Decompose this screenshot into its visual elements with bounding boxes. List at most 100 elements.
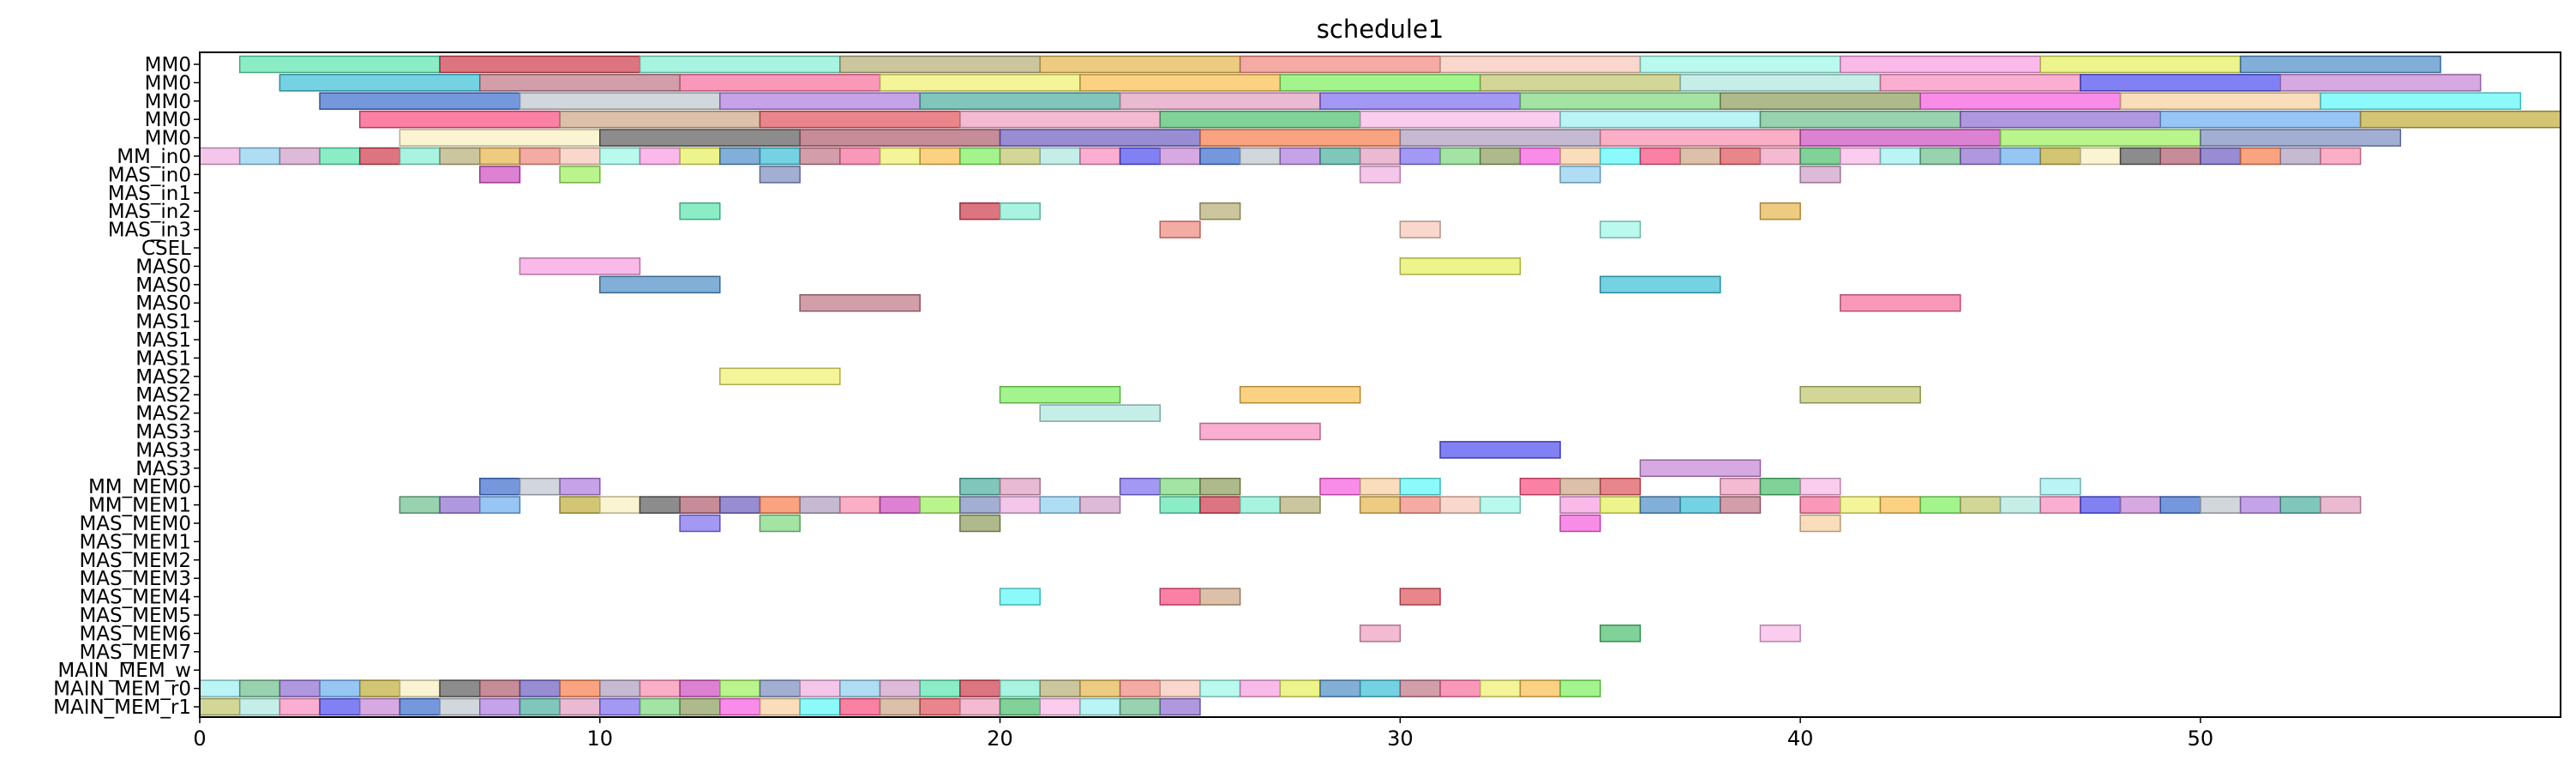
gantt-bar [1920,148,1961,165]
gantt-bar [600,699,640,715]
gantt-bar [800,680,840,697]
gantt-bar [1240,148,1281,165]
gantt-bar [1240,57,1440,73]
gantt-bar [2280,75,2480,91]
gantt-bar [1000,387,1120,403]
gantt-bar [1200,203,1240,220]
gantt-bar [720,680,760,697]
gantt-bar [1080,680,1120,697]
gantt-bar [399,130,599,146]
gantt-bar [2001,497,2041,513]
gantt-bar [1000,148,1041,165]
gantt-bar [399,680,440,697]
gantt-bar [279,148,320,165]
gantt-bar [1400,497,1440,513]
gantt-bar [1400,148,1440,165]
gantt-bar [600,497,640,513]
gantt-bar [1560,680,1600,697]
gantt-bar [920,699,960,715]
gantt-bar [519,680,560,697]
gantt-bar [1800,166,1840,183]
gantt-bar [440,57,639,73]
gantt-bar [1000,479,1041,495]
gantt-bar [680,680,720,697]
gantt-bar [2160,497,2201,513]
gantt-bar [1160,148,1200,165]
gantt-bar [920,497,960,513]
gantt-bar [1160,221,1200,238]
gantt-bar [1360,479,1401,495]
gantt-bar [320,699,360,715]
gantt-bar [320,93,519,109]
gantt-bar [1600,497,1641,513]
gantt-bar [880,148,921,165]
gantt-bar [1880,75,2080,91]
gantt-bar [760,112,959,128]
gantt-bar [2201,497,2241,513]
gantt-bar [1040,148,1080,165]
gantt-bar [800,130,1000,146]
gantt-bar [1120,479,1161,495]
gantt-bar [960,497,1000,513]
gantt-bar [1000,680,1041,697]
gantt-bar [1200,148,1240,165]
gantt-bar [2121,93,2321,109]
gantt-bar [1840,497,1881,513]
gantt-bar [1520,680,1560,697]
gantt-bar [2001,130,2201,146]
gantt-bar [360,699,400,715]
gantt-bar [480,166,520,183]
gantt-bar [1360,166,1401,183]
gantt-bar [1200,588,1240,605]
gantt-bar [2040,148,2081,165]
gantt-bar [960,699,1000,715]
gantt-bar [600,130,800,146]
gantt-bar [519,479,560,495]
gantt-bar [1880,497,1920,513]
gantt-bar [1040,699,1080,715]
gantt-bar [360,112,560,128]
gantt-bar [1120,680,1161,697]
gantt-bar [2361,112,2561,128]
gantt-bar [2201,148,2241,165]
gantt-bar [1320,93,1520,109]
gantt-bar [560,680,600,697]
gantt-bar [800,148,840,165]
gantt-bar [240,148,280,165]
gantt-bar [1560,497,1600,513]
gantt-bar [840,699,880,715]
gantt-bar [1600,276,1720,293]
gantt-bar [920,680,960,697]
gantt-bar [1080,699,1120,715]
gantt-bar [1680,497,1720,513]
gantt-bar [1760,148,1800,165]
gantt-bar [1120,148,1161,165]
gantt-bar [1280,680,1320,697]
gantt-bar [320,680,360,697]
gantt-bar [1600,148,1641,165]
gantt-bar [2081,148,2121,165]
gantt-bar [1840,148,1881,165]
gantt-bar [960,112,1160,128]
gantt-bar [840,148,880,165]
gantt-bar [1440,497,1480,513]
gantt-bar [680,516,720,532]
gantt-bar [1320,148,1360,165]
gantt-bar [880,497,921,513]
gantt-bar [1280,497,1320,513]
gantt-bar [320,148,360,165]
gantt-bar [720,93,920,109]
gantt-bar [1080,497,1120,513]
gantt-bar [1640,460,1760,476]
gantt-bar [800,295,920,311]
gantt-bar [1160,699,1200,715]
gantt-bar [279,75,479,91]
gantt-bar [1720,148,1761,165]
gantt-bar [1600,130,1800,146]
gantt-bar [800,699,840,715]
gantt-bar [1760,203,1800,220]
gantt-bar [1160,479,1200,495]
gantt-bar [1040,680,1080,697]
gantt-bar [2160,148,2201,165]
gantt-bar [960,203,1000,220]
